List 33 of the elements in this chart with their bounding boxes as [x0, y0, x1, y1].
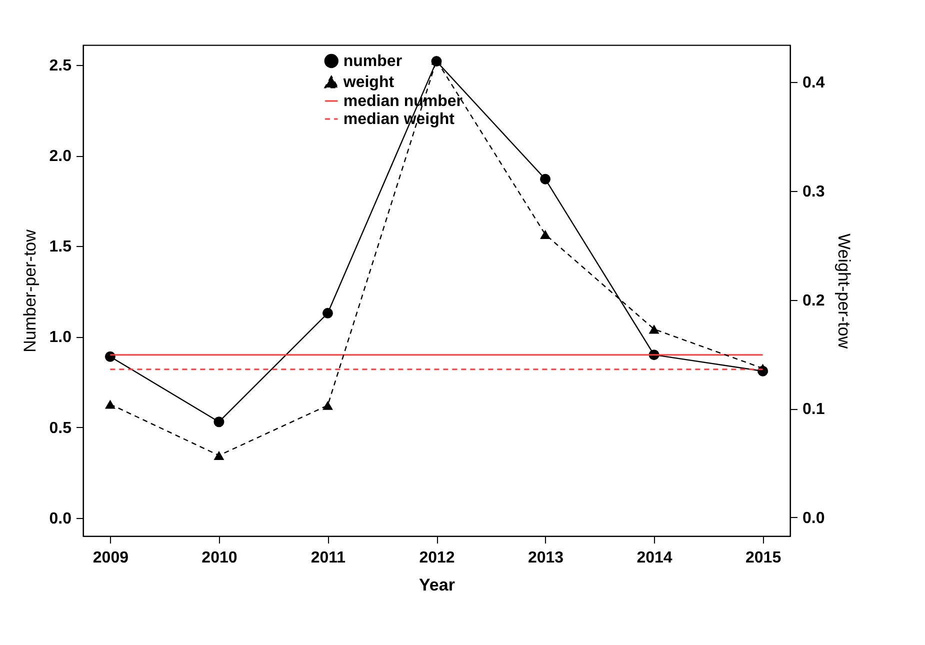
point: [104, 351, 116, 362]
legend-label: number: [343, 53, 402, 70]
point: [648, 324, 660, 334]
y2-tick-label: 0.1: [802, 401, 825, 418]
y2-tick-label: 0.2: [802, 292, 825, 310]
legend-label: weight: [342, 74, 395, 91]
y2-tick-label: 0.4: [802, 74, 825, 92]
y2-axis-title: Weight-per-tow: [834, 234, 854, 350]
y-tick-label: 0.5: [49, 420, 72, 437]
x-tick-label: 2012: [419, 550, 455, 566]
point: [214, 416, 224, 428]
point: [540, 230, 551, 239]
y-tick-label: 0.0: [49, 510, 72, 528]
x-tick-label: 2010: [202, 550, 238, 566]
y2-tick-label: 0.0: [802, 510, 825, 527]
y-axis-title: Number-per-tow: [20, 228, 40, 352]
x-tick-label: 2015: [746, 550, 782, 566]
point: [214, 450, 224, 460]
y-tick-label: 1.5: [49, 238, 72, 256]
y2-tick-label: 0.3: [802, 183, 825, 200]
x-tick-label: 2011: [310, 550, 346, 566]
point: [322, 308, 333, 318]
point: [758, 364, 768, 373]
y-tick-label: 2.5: [49, 57, 72, 74]
y-tick-label: 1.0: [49, 329, 72, 346]
x-tick-label: 2013: [528, 550, 564, 566]
x-axis-title: Year: [419, 576, 456, 594]
x-tick-label: 2009: [92, 550, 129, 566]
y-tick-label: 2.0: [49, 148, 72, 166]
point: [540, 174, 551, 184]
point: [322, 400, 333, 410]
x-tick-label: 2014: [636, 550, 672, 566]
point: [104, 400, 116, 409]
